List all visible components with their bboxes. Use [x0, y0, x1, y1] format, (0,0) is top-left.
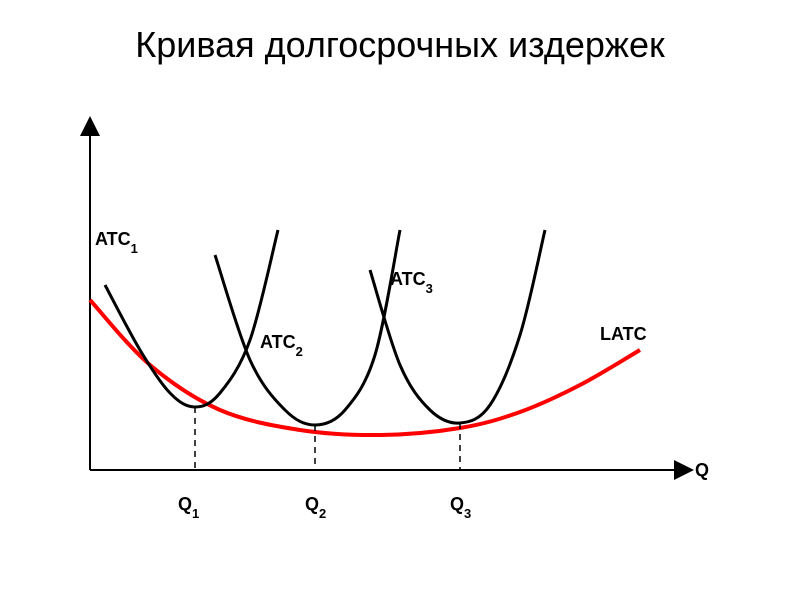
x-axis-label: Q: [695, 460, 709, 480]
chart-svg: ATC1ATC2ATC3LATCQQ1Q2Q3: [60, 110, 740, 540]
cost-curves-chart: ATC1ATC2ATC3LATCQQ1Q2Q3: [60, 110, 740, 540]
slide: Кривая долгосрочных издержек ATC1ATC2ATC…: [0, 0, 800, 600]
latc-label: LATC: [600, 324, 647, 344]
page-title: Кривая долгосрочных издержек: [0, 24, 800, 66]
